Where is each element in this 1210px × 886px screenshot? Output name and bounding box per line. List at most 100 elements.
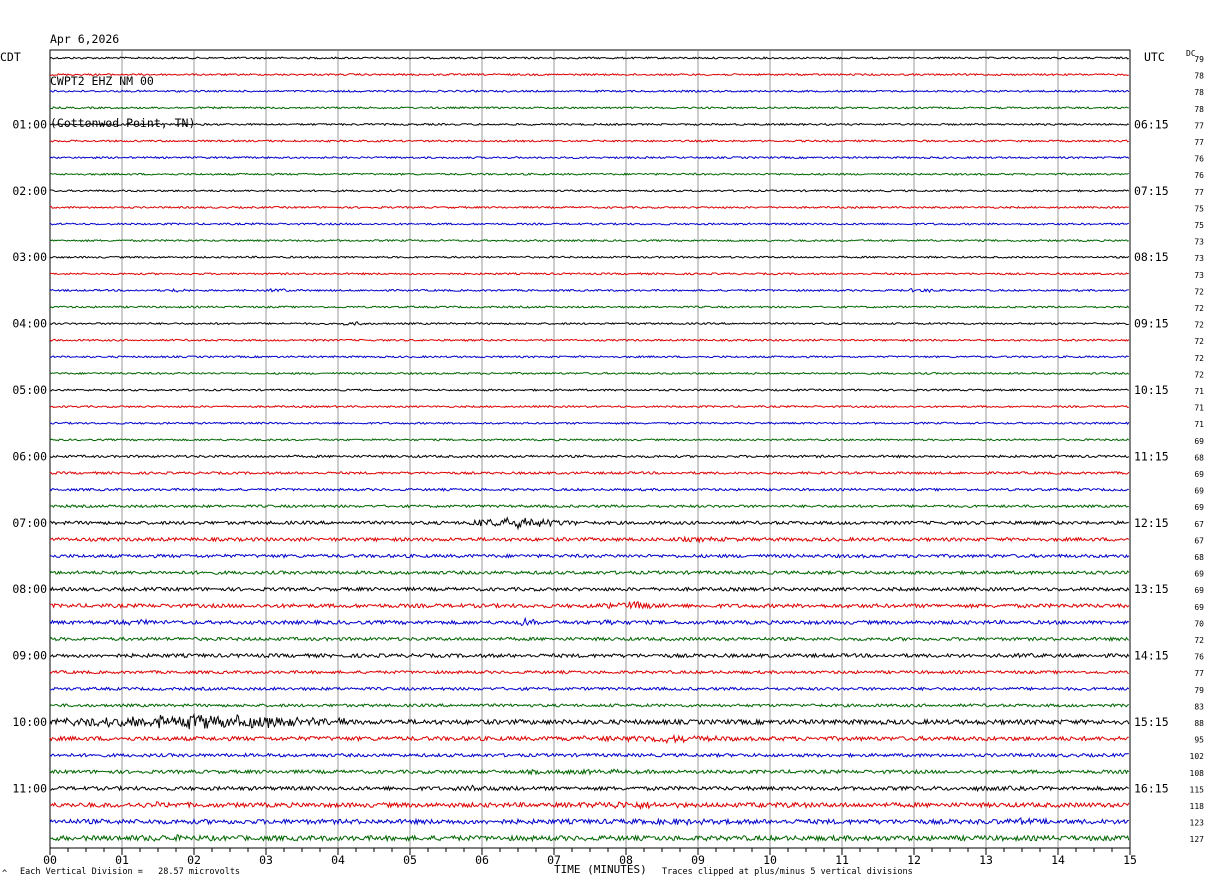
- seismic-trace: [49, 305, 1130, 309]
- header-station: CWPT2 EHZ NM 00: [50, 74, 154, 88]
- seismic-trace: [49, 503, 1129, 509]
- seismic-trace: [49, 784, 1130, 793]
- seismic-trace: [49, 800, 1130, 811]
- dc-value: 69: [1194, 437, 1204, 446]
- dc-value: 68: [1194, 453, 1204, 462]
- right-hour-label: 13:15: [1134, 582, 1169, 596]
- seismic-trace: [49, 388, 1129, 392]
- x-tick-label: 12: [907, 853, 921, 867]
- dc-value: 72: [1194, 337, 1204, 346]
- dc-column-label: DC: [1186, 49, 1196, 58]
- seismic-trace: [49, 652, 1130, 659]
- x-tick-label: 07: [547, 853, 561, 867]
- dc-value: 127: [1190, 835, 1205, 844]
- right-hour-label: 07:15: [1134, 184, 1169, 198]
- seismic-trace: [49, 255, 1130, 259]
- corner-mark: ^: [2, 869, 8, 879]
- right-timezone-label: UTC: [1144, 50, 1165, 64]
- plot-frame: [49, 49, 1131, 849]
- x-tick-label: 06: [475, 853, 489, 867]
- dc-value: 75: [1194, 221, 1204, 230]
- seismic-trace: [49, 272, 1129, 276]
- x-tick-label: 15: [1123, 853, 1137, 867]
- dc-value: 108: [1190, 769, 1205, 778]
- seismic-trace: [49, 188, 1130, 193]
- header-location: (Cottonwod Point, TN): [50, 116, 196, 130]
- x-tick-label: 08: [619, 853, 633, 867]
- x-tick-label: 01: [115, 853, 129, 867]
- dc-value: 78: [1194, 72, 1204, 81]
- dc-value: 69: [1194, 487, 1204, 496]
- seismic-trace: [49, 834, 1130, 843]
- dc-value: 67: [1194, 536, 1204, 545]
- right-hour-label: 11:15: [1134, 449, 1169, 463]
- seismic-trace: [49, 421, 1130, 426]
- seismic-trace: [49, 404, 1129, 409]
- left-hour-label: 06:00: [12, 449, 47, 463]
- dc-value: 73: [1194, 271, 1204, 280]
- seismic-trace: [49, 586, 1130, 593]
- seismic-trace: [49, 686, 1130, 692]
- left-hour-label: 04:00: [12, 317, 47, 331]
- seismic-trace: [49, 752, 1129, 759]
- left-hour-label: 10:00: [12, 715, 47, 729]
- x-tick-label: 02: [187, 853, 201, 867]
- clip-note: Traces clipped at plus/minus 5 vertical …: [662, 867, 913, 877]
- dc-value: 115: [1190, 785, 1205, 794]
- seismic-trace: [49, 222, 1129, 226]
- dc-value: 69: [1194, 603, 1204, 612]
- dc-value: 67: [1194, 520, 1204, 529]
- left-hour-label: 09:00: [12, 649, 47, 663]
- seismic-trace: [50, 600, 1130, 610]
- seismic-trace: [49, 470, 1130, 476]
- right-hour-label: 09:15: [1134, 317, 1169, 331]
- dc-value: 77: [1194, 121, 1204, 130]
- x-tick-label: 10: [763, 853, 777, 867]
- left-hour-label: 07:00: [12, 516, 47, 530]
- seismic-trace: [49, 238, 1129, 243]
- seismic-trace: [49, 702, 1130, 708]
- x-tick-label: 09: [691, 853, 705, 867]
- dc-value: 76: [1194, 653, 1204, 662]
- seismic-trace: [49, 355, 1129, 359]
- dc-value: 72: [1194, 354, 1204, 363]
- dc-value: 76: [1194, 155, 1204, 164]
- dc-value: 88: [1194, 719, 1204, 728]
- seismic-trace: [49, 768, 1130, 776]
- seismic-trace: [49, 172, 1129, 176]
- seismic-trace: [49, 56, 1129, 60]
- seismic-trace: [49, 553, 1130, 559]
- dc-value: 69: [1194, 470, 1204, 479]
- x-tick-label: 14: [1051, 853, 1065, 867]
- seismic-trace: [49, 288, 1129, 294]
- seismic-trace: [49, 155, 1130, 160]
- seismic-trace: [50, 72, 1129, 77]
- dc-value: 95: [1194, 736, 1204, 745]
- vertical-division-note: Each Vertical Division = 28.57 microvolt…: [20, 867, 241, 877]
- dc-value: 77: [1194, 188, 1204, 197]
- dc-value: 76: [1194, 171, 1204, 180]
- right-hour-label: 15:15: [1134, 715, 1169, 729]
- dc-value: 78: [1194, 105, 1204, 114]
- left-timezone-label: CDT: [0, 50, 21, 64]
- dc-value: 77: [1194, 669, 1204, 678]
- seismic-trace: [49, 535, 1130, 544]
- left-hour-label: 11:00: [12, 781, 47, 795]
- left-hour-label: 05:00: [12, 383, 47, 397]
- seismic-trace: [49, 122, 1130, 127]
- left-hour-label: 02:00: [12, 184, 47, 198]
- right-hour-label: 12:15: [1134, 516, 1169, 530]
- right-hour-label: 06:15: [1134, 117, 1169, 131]
- dc-value: 73: [1194, 254, 1204, 263]
- seismic-trace: [49, 205, 1129, 210]
- dc-value: 69: [1194, 503, 1204, 512]
- right-hour-label: 14:15: [1134, 649, 1169, 663]
- seismic-trace: [49, 569, 1130, 576]
- dc-value: 68: [1194, 553, 1204, 562]
- x-tick-label: 03: [259, 853, 273, 867]
- seismic-trace: [49, 733, 1129, 745]
- dc-value: 83: [1194, 702, 1204, 711]
- right-hour-label: 08:15: [1134, 250, 1169, 264]
- dc-value: 123: [1190, 819, 1205, 828]
